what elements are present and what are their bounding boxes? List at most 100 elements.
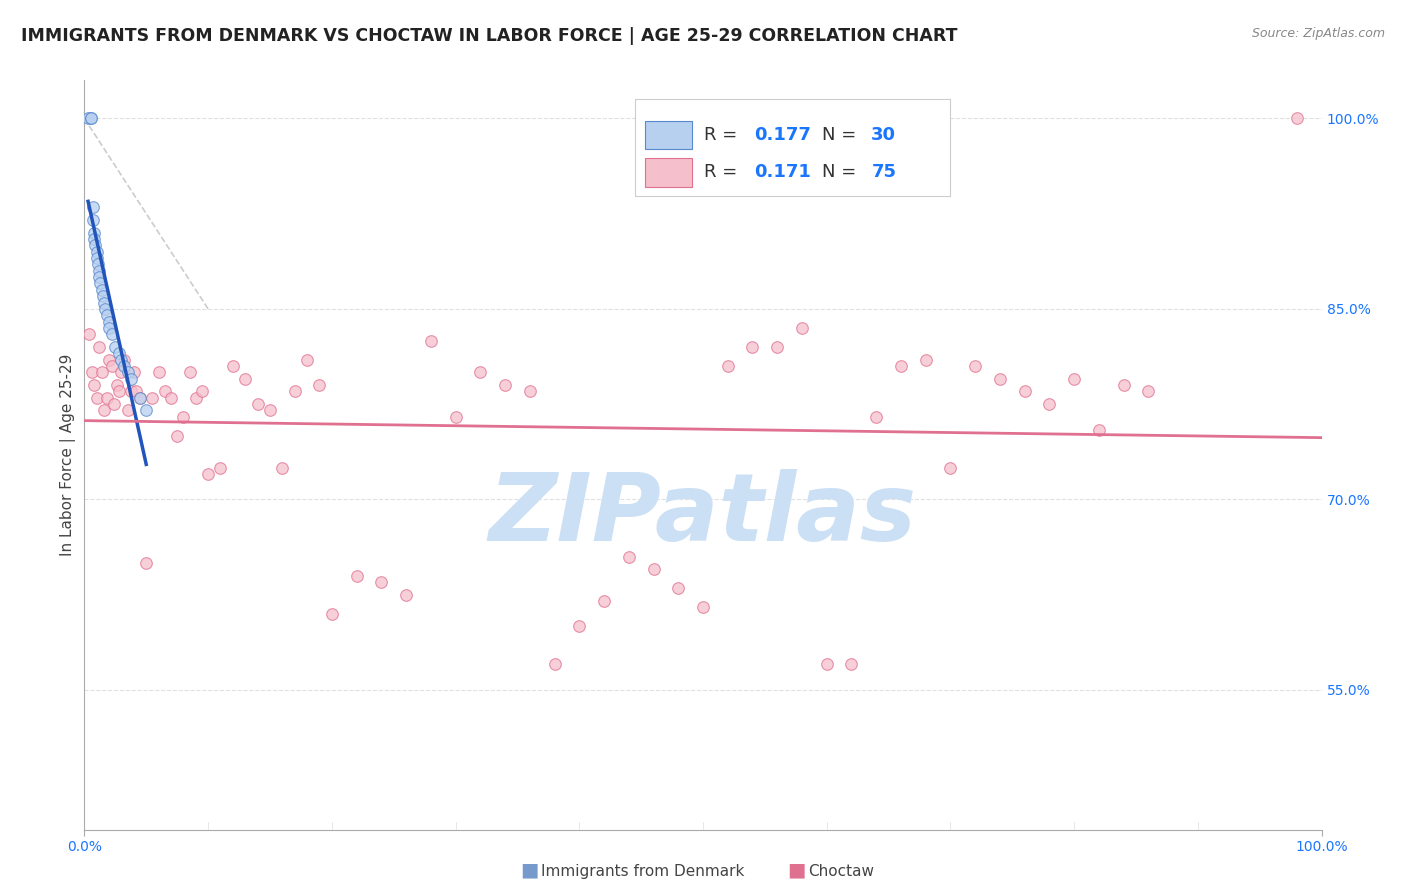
- Point: [284, 384, 307, 399]
- Point: [172, 409, 194, 424]
- Point: [110, 365, 132, 379]
- Point: [692, 600, 714, 615]
- Point: [184, 391, 207, 405]
- Point: [1014, 384, 1036, 399]
- Text: Choctaw: Choctaw: [808, 864, 875, 879]
- Point: [865, 409, 887, 424]
- Point: [519, 384, 541, 399]
- Text: 75: 75: [872, 163, 896, 181]
- Point: [148, 365, 170, 379]
- Text: R =: R =: [704, 126, 744, 144]
- Point: [90, 365, 112, 379]
- Point: [197, 467, 219, 481]
- Point: [766, 340, 789, 354]
- Point: [1038, 397, 1060, 411]
- Point: [370, 574, 392, 589]
- Point: [233, 372, 256, 386]
- Point: [94, 301, 117, 316]
- Point: [82, 213, 104, 227]
- Point: [129, 391, 152, 405]
- Text: ■: ■: [787, 861, 806, 880]
- Point: [125, 384, 148, 399]
- Text: IMMIGRANTS FROM DENMARK VS CHOCTAW IN LABOR FORCE | AGE 25-29 CORRELATION CHART: IMMIGRANTS FROM DENMARK VS CHOCTAW IN LA…: [21, 27, 957, 45]
- FancyBboxPatch shape: [645, 158, 692, 186]
- Point: [86, 244, 108, 259]
- Point: [96, 391, 118, 405]
- Point: [191, 384, 214, 399]
- Point: [153, 384, 176, 399]
- FancyBboxPatch shape: [636, 99, 950, 196]
- Point: [717, 359, 740, 373]
- Text: N =: N =: [821, 163, 862, 181]
- Point: [135, 403, 157, 417]
- Point: [939, 460, 962, 475]
- Point: [89, 277, 111, 291]
- Point: [914, 352, 936, 367]
- Point: [104, 340, 127, 354]
- Point: [83, 226, 105, 240]
- Point: [568, 619, 591, 633]
- Text: ZIPatlas: ZIPatlas: [489, 469, 917, 561]
- Point: [308, 378, 330, 392]
- Point: [593, 594, 616, 608]
- Point: [79, 112, 101, 126]
- Point: [120, 372, 142, 386]
- Point: [160, 391, 183, 405]
- Point: [89, 340, 111, 354]
- Point: [83, 232, 105, 246]
- Point: [117, 403, 139, 417]
- Point: [98, 315, 121, 329]
- Point: [346, 568, 368, 582]
- Text: N =: N =: [821, 126, 862, 144]
- Point: [100, 327, 122, 342]
- Point: [790, 321, 813, 335]
- Point: [259, 403, 281, 417]
- Point: [93, 295, 115, 310]
- Point: [84, 238, 107, 252]
- Point: [543, 657, 565, 672]
- Point: [112, 352, 135, 367]
- Point: [741, 340, 763, 354]
- Point: [83, 378, 105, 392]
- Point: [108, 384, 131, 399]
- Point: [117, 365, 139, 379]
- Point: [988, 372, 1011, 386]
- Point: [295, 352, 318, 367]
- Text: Source: ZipAtlas.com: Source: ZipAtlas.com: [1251, 27, 1385, 40]
- Point: [82, 200, 104, 214]
- Point: [841, 657, 863, 672]
- Point: [103, 397, 125, 411]
- Point: [79, 327, 101, 342]
- Point: [222, 359, 245, 373]
- Point: [91, 289, 114, 303]
- Point: [271, 460, 294, 475]
- Point: [79, 112, 101, 126]
- Point: [965, 359, 987, 373]
- Point: [179, 365, 201, 379]
- Point: [395, 588, 418, 602]
- Point: [321, 607, 343, 621]
- Point: [100, 359, 122, 373]
- Text: 0.171: 0.171: [754, 163, 811, 181]
- Point: [209, 460, 232, 475]
- FancyBboxPatch shape: [645, 120, 692, 149]
- Point: [815, 657, 838, 672]
- Point: [1285, 112, 1308, 126]
- Y-axis label: In Labor Force | Age 25-29: In Labor Force | Age 25-29: [60, 354, 76, 556]
- Point: [643, 562, 665, 576]
- Text: 30: 30: [872, 126, 896, 144]
- Text: ■: ■: [520, 861, 538, 880]
- Point: [122, 365, 145, 379]
- Point: [617, 549, 640, 564]
- Point: [96, 308, 118, 322]
- Point: [494, 378, 516, 392]
- Point: [98, 352, 121, 367]
- Point: [129, 391, 152, 405]
- Point: [112, 359, 135, 373]
- Point: [120, 384, 142, 399]
- Point: [105, 378, 128, 392]
- Point: [1137, 384, 1160, 399]
- Text: R =: R =: [704, 163, 744, 181]
- Point: [1063, 372, 1085, 386]
- Point: [666, 581, 689, 595]
